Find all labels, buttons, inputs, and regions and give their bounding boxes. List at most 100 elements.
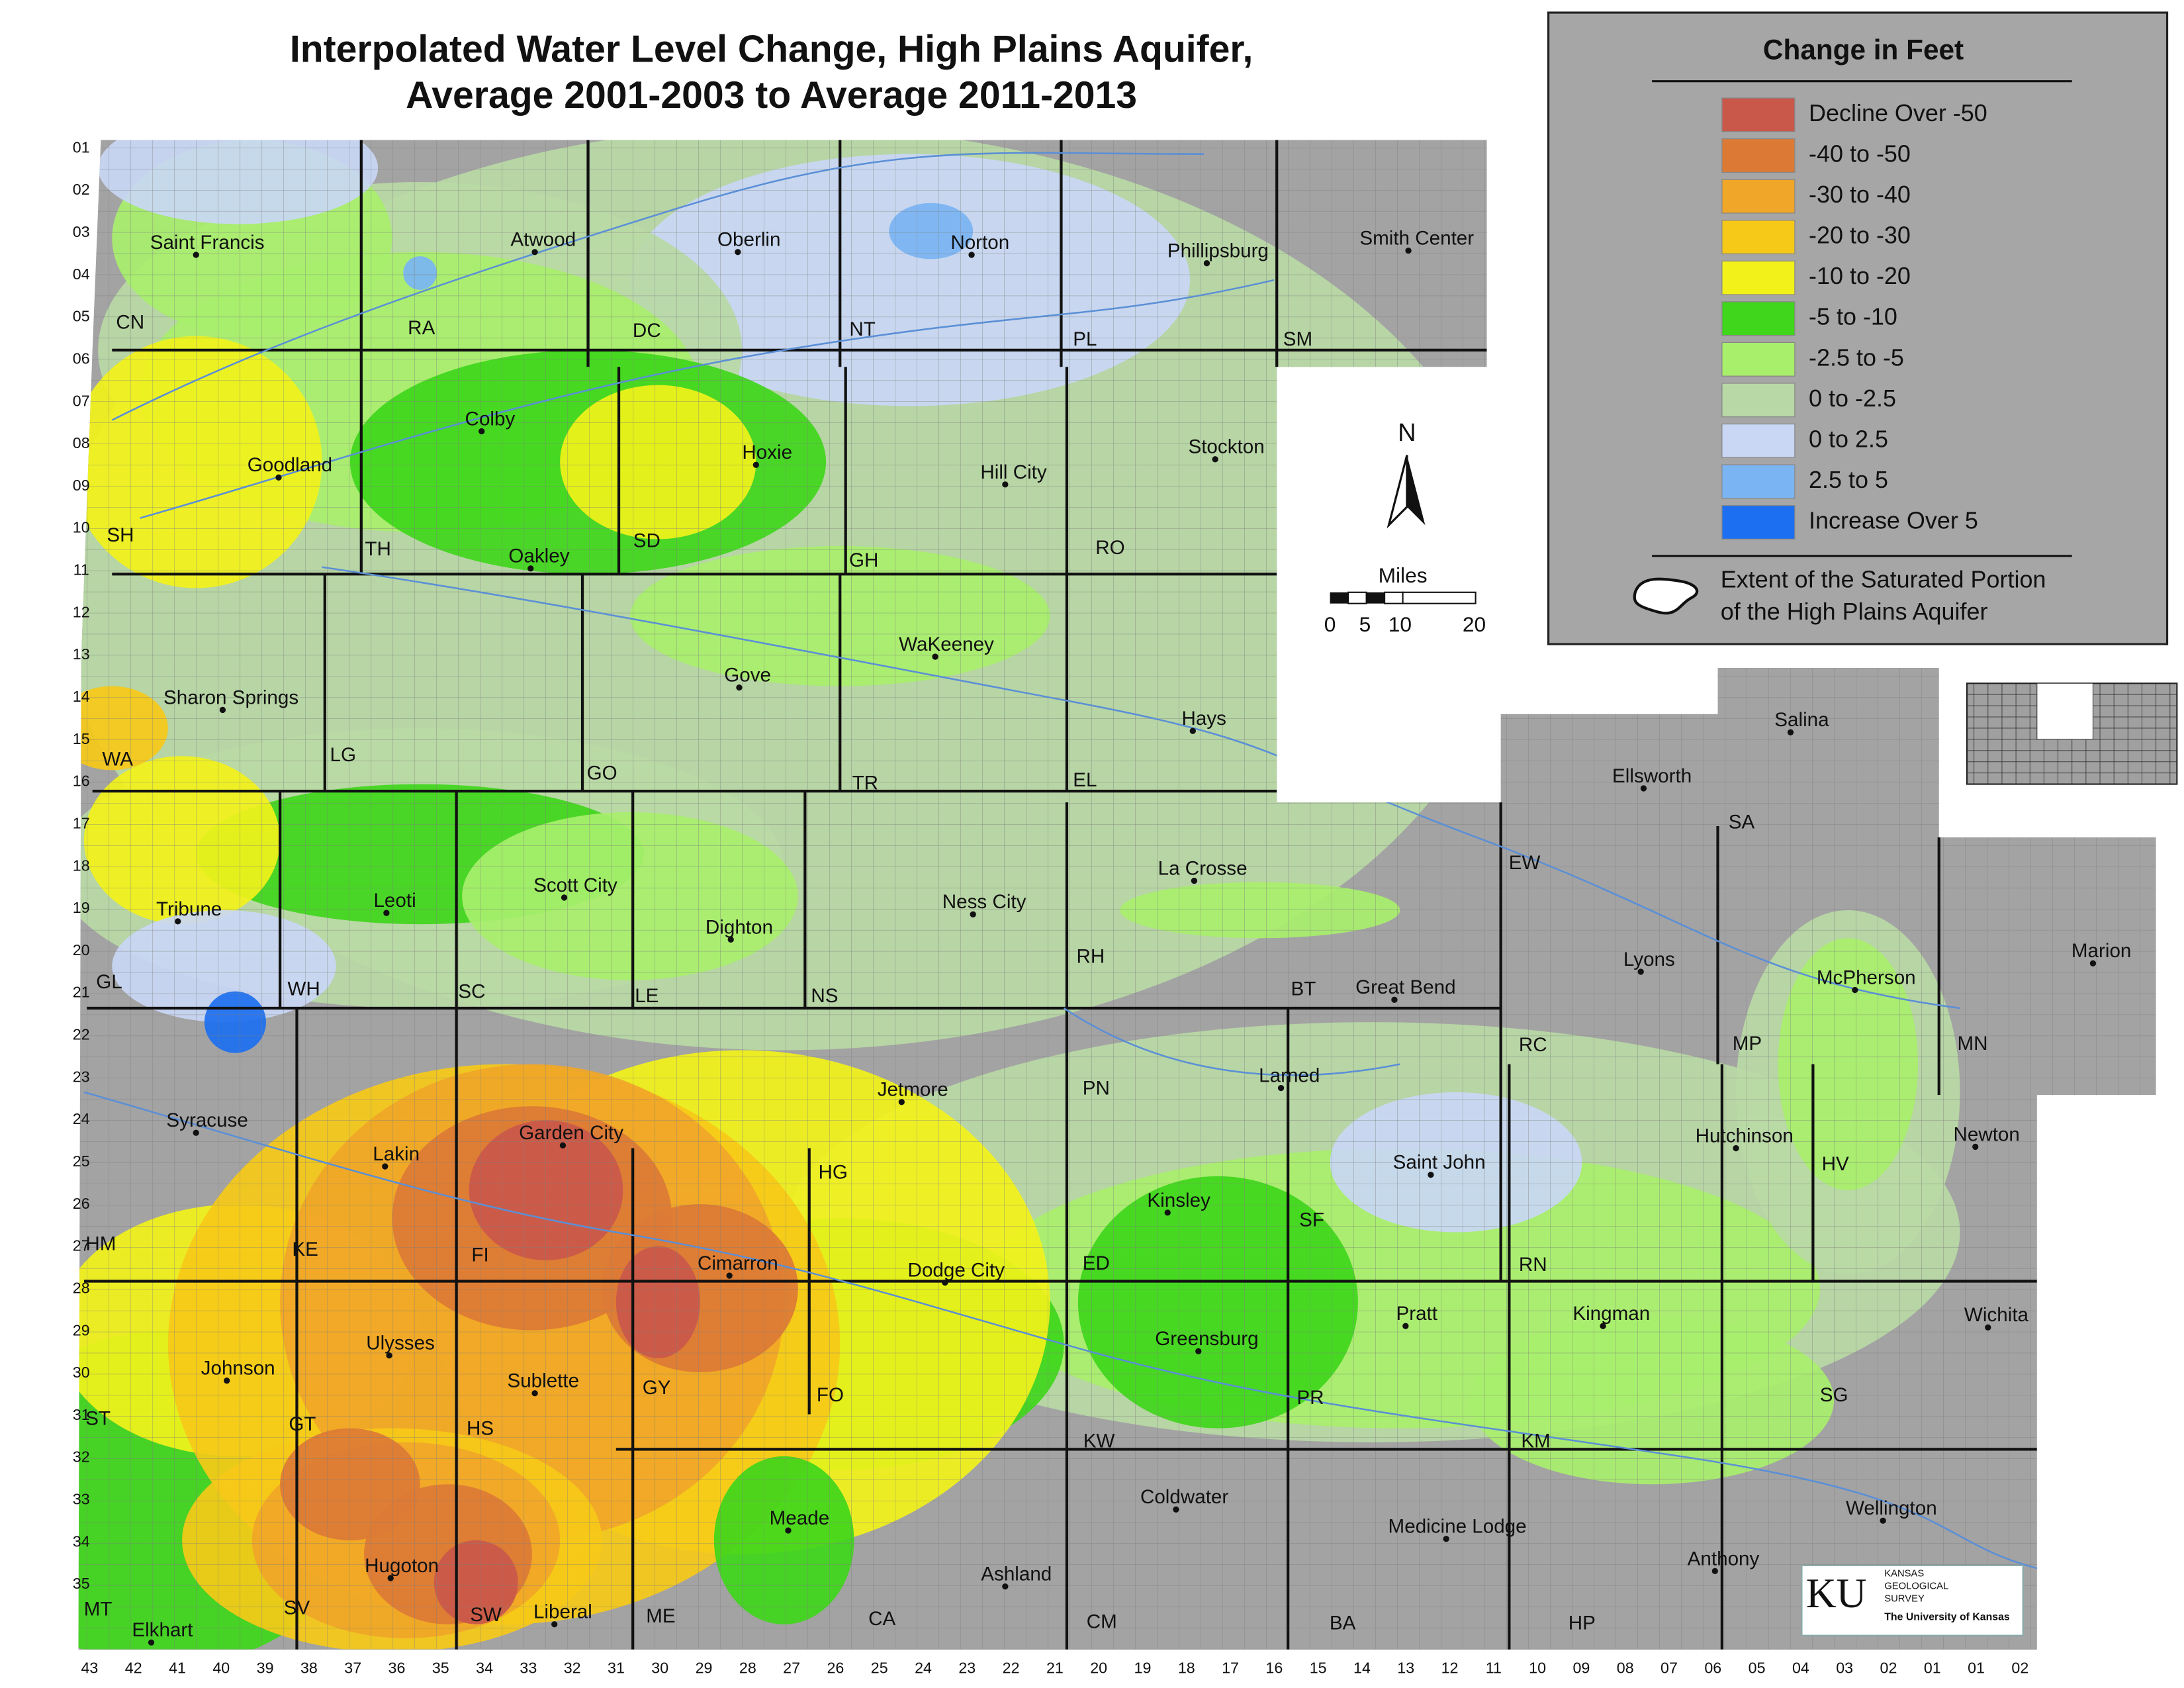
city-point xyxy=(785,1527,792,1534)
range-label: 06 xyxy=(1704,1660,1721,1677)
range-label: 20 xyxy=(1090,1660,1107,1677)
city-point xyxy=(386,1352,392,1359)
city-point xyxy=(1711,1568,1718,1575)
city-label: Kinsley xyxy=(1147,1190,1210,1211)
township-label: 33 xyxy=(73,1491,90,1508)
range-label: 03 xyxy=(1836,1660,1853,1677)
range-label: 34 xyxy=(476,1660,493,1677)
county-code: SF xyxy=(1299,1209,1324,1231)
legend-label: Increase Over 5 xyxy=(1809,507,1978,534)
legend-frame xyxy=(1547,11,2169,645)
city-label: Leoti xyxy=(373,890,416,912)
township-label: 11 xyxy=(73,561,89,579)
range-label: 19 xyxy=(1134,1660,1152,1677)
township-label: 12 xyxy=(73,603,90,620)
legend-swatch xyxy=(1721,97,1796,132)
city-point xyxy=(531,249,538,256)
township-label: 19 xyxy=(73,899,90,916)
township-label: 13 xyxy=(73,645,90,663)
rivers xyxy=(83,152,2038,1570)
township-label: 35 xyxy=(73,1575,90,1592)
map-title: Average 2001-2003 to Average 2011-2013 xyxy=(406,74,1137,117)
county-code: TR xyxy=(852,772,878,794)
township-label: 18 xyxy=(73,857,90,874)
range-label: 40 xyxy=(212,1660,230,1677)
county-code: HV xyxy=(1822,1153,1849,1175)
township-label: 16 xyxy=(73,773,90,790)
city-label: Cimarron xyxy=(698,1252,778,1274)
legend-label: -30 to -40 xyxy=(1809,181,1911,208)
city-point xyxy=(1972,1143,1979,1150)
north-label: N xyxy=(1398,419,1416,447)
county-code: CN xyxy=(116,311,144,333)
city-point xyxy=(898,1099,905,1105)
scale-title: Miles xyxy=(1379,563,1428,587)
inset-highlight xyxy=(2036,682,2093,740)
city-point xyxy=(1189,727,1196,734)
range-label: 42 xyxy=(125,1660,142,1677)
range-label: 24 xyxy=(915,1660,932,1677)
city-label: Newton xyxy=(1953,1123,2019,1145)
legend-title: Change in Feet xyxy=(1763,34,1964,65)
county-code: NT xyxy=(849,318,875,340)
county-code: PL xyxy=(1073,328,1097,350)
logo-line: GEOLOGICAL xyxy=(1884,1581,1948,1592)
city-label: Scott City xyxy=(533,874,617,896)
city-point xyxy=(1600,1323,1606,1329)
city-label: Salina xyxy=(1774,709,1829,731)
township-label: 23 xyxy=(73,1068,90,1085)
city-point xyxy=(1443,1536,1449,1542)
range-label: 23 xyxy=(958,1660,976,1677)
city-label: Oakley xyxy=(508,545,569,567)
range-label: 36 xyxy=(388,1660,406,1677)
city-point xyxy=(1852,986,1858,994)
county-code: SM xyxy=(1283,328,1312,350)
city-point xyxy=(752,461,759,468)
city-label: Hugoton xyxy=(365,1555,439,1577)
city-label: Larned xyxy=(1259,1064,1320,1086)
city-label: Medicine Lodge xyxy=(1388,1516,1527,1538)
city-label: Phillipsburg xyxy=(1167,240,1269,262)
city-point xyxy=(1164,1209,1171,1216)
county-code: MN xyxy=(1957,1033,1987,1055)
city-point xyxy=(1880,1517,1886,1524)
city-label: Syracuse xyxy=(166,1109,248,1131)
legend-label: -2.5 to -5 xyxy=(1809,344,1904,371)
logo-mark: KU xyxy=(1806,1570,1867,1617)
township-label: 02 xyxy=(73,181,90,198)
city-label: Ness City xyxy=(942,891,1026,913)
city-point xyxy=(383,910,390,916)
township-label: 15 xyxy=(73,730,90,747)
city-point xyxy=(387,1575,394,1581)
county-code: BT xyxy=(1291,978,1316,1000)
county-code: SD xyxy=(633,530,660,551)
township-label: 10 xyxy=(73,519,90,536)
city-point xyxy=(1637,968,1644,975)
city-point xyxy=(1203,260,1210,267)
range-label: 11 xyxy=(1486,1660,1502,1677)
city-label: Lyons xyxy=(1623,949,1675,970)
city-label: Meade xyxy=(770,1507,830,1529)
legend-swatch xyxy=(1721,179,1796,214)
city-label: WaKeeney xyxy=(899,633,994,655)
legend-swatch xyxy=(1721,342,1796,377)
county-code: BA xyxy=(1330,1613,1356,1634)
city-label: Anthony xyxy=(1688,1548,1760,1570)
city-label: Smith Center xyxy=(1359,228,1474,250)
county-code: GT xyxy=(289,1413,316,1435)
county-code: NS xyxy=(811,985,838,1007)
city-label: Gove xyxy=(724,665,771,686)
range-label: 07 xyxy=(1661,1660,1678,1677)
city-point xyxy=(1195,1348,1202,1354)
county-code: SG xyxy=(1820,1384,1848,1406)
scale-segment xyxy=(1330,592,1349,604)
range-label: 18 xyxy=(1178,1660,1195,1677)
county-code: RA xyxy=(408,317,435,339)
city-point xyxy=(1002,481,1009,488)
city-point xyxy=(561,894,568,901)
range-label: 32 xyxy=(564,1660,581,1677)
city-label: Dighton xyxy=(705,916,773,938)
city-point xyxy=(942,1279,948,1286)
county-code: PR xyxy=(1297,1387,1324,1409)
